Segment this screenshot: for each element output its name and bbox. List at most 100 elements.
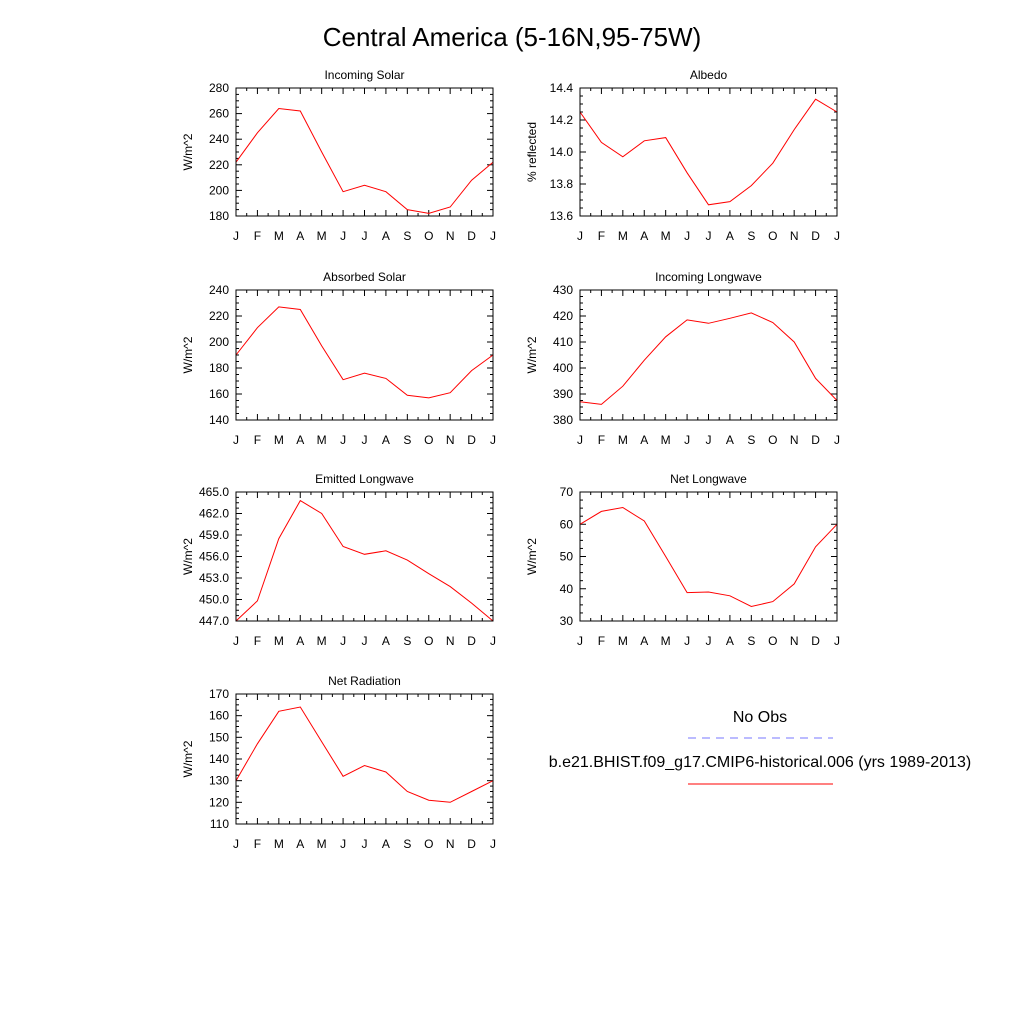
plot-frame-albedo [579,87,838,217]
x-tick-label: J [233,433,239,447]
x-tick-label: N [790,433,799,447]
x-tick-label: A [382,837,390,851]
x-tick-label: O [424,634,433,648]
x-tick-label: S [747,433,755,447]
x-tick-label: J [834,433,840,447]
x-tick-label: A [296,837,304,851]
y-tick-label: 390 [553,387,573,401]
y-tick-label: 220 [209,158,229,172]
x-tick-label: O [424,433,433,447]
panel-title-incoming-solar: Incoming Solar [324,68,404,82]
x-tick-label: J [340,229,346,243]
x-tick-label: F [254,634,261,648]
x-tick-label: F [598,634,605,648]
legend-obs-label: No Obs [733,709,787,726]
y-tick-label: 40 [560,582,574,596]
y-tick-label: 410 [553,335,573,349]
x-tick-label: J [834,634,840,648]
plot-frame-incoming-solar [235,87,494,217]
y-tick-label: 456.0 [199,550,229,564]
x-tick-label: A [640,229,648,243]
x-tick-label: J [490,433,496,447]
legend-model-label: b.e21.BHIST.f09_g17.CMIP6-historical.006… [549,754,971,771]
main-title: Central America (5-16N,95-75W) [323,22,702,52]
y-axis-label-incoming-longwave: W/m^2 [525,336,539,373]
y-tick-label: 150 [209,730,229,744]
y-tick-label: 130 [209,774,229,788]
y-tick-label: 280 [209,81,229,95]
y-tick-label: 160 [209,709,229,723]
x-tick-label: J [577,433,583,447]
legend: No Obs b.e21.BHIST.f09_g17.CMIP6-histori… [549,709,971,785]
x-tick-label: J [490,634,496,648]
x-tick-label: J [233,634,239,648]
x-tick-label: S [403,634,411,648]
y-tick-label: 380 [553,413,573,427]
x-tick-label: J [577,229,583,243]
x-tick-label: A [726,634,734,648]
y-tick-label: 140 [209,752,229,766]
x-tick-label: J [340,634,346,648]
y-tick-label: 220 [209,309,229,323]
x-tick-label: N [446,433,455,447]
x-tick-label: A [296,634,304,648]
y-tick-label: 180 [209,361,229,375]
x-tick-label: D [467,433,476,447]
y-tick-label: 200 [209,183,229,197]
x-tick-label: D [811,229,820,243]
x-tick-label: A [296,229,304,243]
x-tick-label: M [274,634,284,648]
x-tick-label: D [467,634,476,648]
x-tick-label: J [340,837,346,851]
panel-title-albedo: Albedo [690,68,728,82]
x-tick-label: J [340,433,346,447]
x-tick-label: J [706,634,712,648]
x-tick-label: D [811,433,820,447]
x-tick-label: M [661,229,671,243]
panel-title-net-longwave: Net Longwave [670,472,747,486]
x-tick-label: A [640,634,648,648]
x-tick-label: J [684,634,690,648]
y-tick-label: 260 [209,107,229,121]
x-tick-label: S [403,837,411,851]
plot-frame-incoming-longwave [579,289,838,421]
y-axis-label-emitted-longwave: W/m^2 [181,538,195,575]
y-tick-label: 13.6 [550,209,574,223]
y-tick-label: 30 [560,614,574,628]
y-tick-label: 447.0 [199,614,229,628]
x-tick-label: F [254,433,261,447]
x-tick-label: S [403,433,411,447]
x-tick-label: M [317,229,327,243]
x-tick-label: F [598,229,605,243]
y-tick-label: 60 [560,517,574,531]
x-tick-label: O [424,229,433,243]
series-line-net-longwave [579,506,838,608]
x-tick-label: J [577,634,583,648]
x-tick-label: J [490,229,496,243]
series-line-net-radiation [235,706,494,803]
x-tick-label: A [296,433,304,447]
panel-title-net-radiation: Net Radiation [328,674,401,688]
y-tick-label: 459.0 [199,528,229,542]
x-tick-label: O [768,433,777,447]
x-tick-label: A [382,634,390,648]
x-tick-label: S [747,634,755,648]
x-tick-label: J [684,229,690,243]
x-tick-label: J [684,433,690,447]
series-line-incoming-longwave [579,312,838,405]
y-tick-label: 50 [560,550,574,564]
x-tick-label: M [274,433,284,447]
y-tick-label: 13.8 [550,177,574,191]
series-line-albedo [579,98,838,206]
x-tick-label: A [726,229,734,243]
y-tick-label: 240 [209,132,229,146]
y-tick-label: 400 [553,361,573,375]
x-tick-label: D [467,837,476,851]
y-axis-label-net-longwave: W/m^2 [525,538,539,575]
x-tick-label: M [618,433,628,447]
